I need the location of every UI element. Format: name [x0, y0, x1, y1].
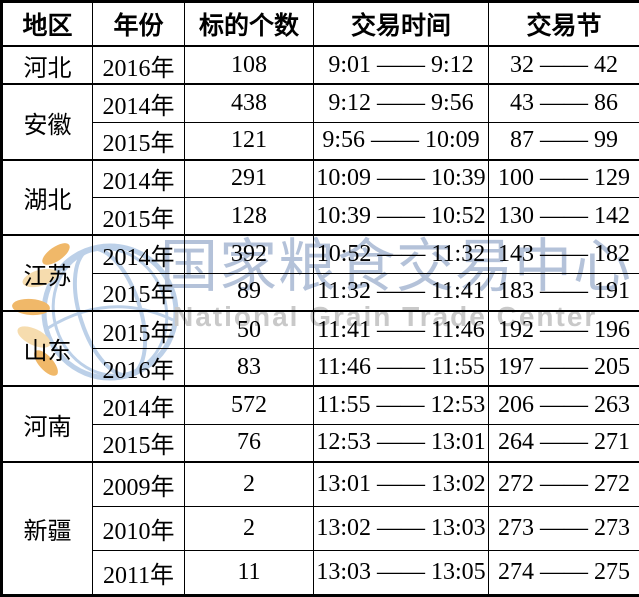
table-row: 2015年 76 12:53 —— 13:01 264 —— 271 [2, 423, 639, 463]
time-cell: 11:46 —— 11:55 [313, 348, 489, 387]
region-cell: 河南 [1, 385, 93, 463]
session-cell: 192 —— 196 [488, 309, 639, 350]
count-cell: 83 [184, 348, 314, 387]
table-row: 新疆 2009年 2 13:01 —— 13:02 272 —— 272 [1, 460, 639, 596]
header-lot-count: 标的个数 [184, 1, 314, 47]
count-cell: 89 [184, 272, 314, 312]
header-trade-time: 交易时间 [313, 1, 489, 47]
session-cell: 206 —— 263 [488, 385, 639, 425]
year-cell: 2015年 [92, 197, 185, 236]
count-cell: 50 [184, 309, 314, 350]
region-cell: 山东 [1, 309, 93, 387]
count-cell: 128 [184, 197, 314, 236]
table-row: 2011年 11 13:03 —— 13:05 274 —— 275 [2, 550, 639, 596]
time-cell: 11:32 —— 11:41 [313, 272, 489, 312]
count-cell: 438 [184, 83, 314, 123]
table-row: 山东 2015年 50 11:41 —— 11:46 192 —— 196 [1, 309, 639, 387]
header-year: 年份 [92, 1, 185, 47]
year-cell: 2016年 [92, 348, 185, 387]
session-cell: 130 —— 142 [488, 197, 639, 236]
header-region: 地区 [1, 1, 93, 47]
time-cell: 10:09 —— 10:39 [313, 158, 489, 199]
year-cell: 2011年 [92, 550, 185, 596]
region-cell: 安徽 [1, 83, 93, 161]
session-cell: 264 —— 271 [488, 423, 639, 463]
table-row: 河南 2014年 572 11:55 —— 12:53 206 —— 263 [1, 385, 639, 463]
time-cell: 13:02 —— 13:03 [313, 505, 489, 552]
year-cell: 2015年 [92, 423, 185, 463]
table-row: 2015年 128 10:39 —— 10:52 130 —— 142 [2, 197, 639, 236]
time-cell: 13:01 —— 13:02 [313, 460, 489, 507]
session-cell: 87 —— 99 [488, 121, 639, 161]
year-cell: 2014年 [92, 234, 185, 274]
region-cell: 湖北 [1, 158, 93, 236]
count-cell: 108 [184, 44, 314, 85]
table-row: 2016年 83 11:46 —— 11:55 197 —— 205 [2, 348, 639, 387]
time-cell: 9:12 —— 9:56 [313, 83, 489, 123]
session-cell: 273 —— 273 [488, 505, 639, 552]
count-cell: 121 [184, 121, 314, 161]
year-cell: 2015年 [92, 272, 185, 312]
header-trade-session: 交易节 [488, 1, 639, 47]
time-cell: 13:03 —— 13:05 [313, 550, 489, 596]
count-cell: 2 [184, 505, 314, 552]
table-row: 安徽 2014年 438 9:12 —— 9:56 43 —— 86 [1, 83, 639, 161]
time-cell: 9:01 —— 9:12 [313, 44, 489, 85]
session-cell: 274 —— 275 [488, 550, 639, 596]
time-cell: 10:52 —— 11:32 [313, 234, 489, 274]
year-cell: 2009年 [92, 460, 185, 507]
session-cell: 272 —— 272 [488, 460, 639, 507]
year-cell: 2014年 [92, 83, 185, 123]
time-cell: 9:56 —— 10:09 [313, 121, 489, 161]
count-cell: 11 [184, 550, 314, 596]
session-cell: 43 —— 86 [488, 83, 639, 123]
header-row: 地区 年份 标的个数 交易时间 交易节 [1, 1, 639, 47]
time-cell: 11:55 —— 12:53 [313, 385, 489, 425]
year-cell: 2015年 [92, 121, 185, 161]
table-row: 2015年 89 11:32 —— 11:41 183 —— 191 [2, 272, 639, 312]
count-cell: 572 [184, 385, 314, 425]
year-cell: 2014年 [92, 385, 185, 425]
count-cell: 291 [184, 158, 314, 199]
time-cell: 12:53 —— 13:01 [313, 423, 489, 463]
session-cell: 32 —— 42 [488, 44, 639, 85]
region-cell: 河北 [1, 44, 93, 85]
table-row: 2010年 2 13:02 —— 13:03 273 —— 273 [2, 505, 639, 552]
session-cell: 143 —— 182 [488, 234, 639, 274]
year-cell: 2014年 [92, 158, 185, 199]
count-cell: 392 [184, 234, 314, 274]
session-cell: 100 —— 129 [488, 158, 639, 199]
session-cell: 197 —— 205 [488, 348, 639, 387]
time-cell: 11:41 —— 11:46 [313, 309, 489, 350]
table-row: 河北 2016年 108 9:01 —— 9:12 32 —— 42 [1, 44, 639, 85]
year-cell: 2015年 [92, 309, 185, 350]
table-row: 江苏 2014年 392 10:52 —— 11:32 143 —— 182 [1, 234, 639, 312]
table-row: 湖北 2014年 291 10:09 —— 10:39 100 —— 129 [1, 158, 639, 236]
time-cell: 10:39 —— 10:52 [313, 197, 489, 236]
count-cell: 2 [184, 460, 314, 507]
count-cell: 76 [184, 423, 314, 463]
table-row: 2015年 121 9:56 —— 10:09 87 —— 99 [2, 121, 639, 161]
session-cell: 183 —— 191 [488, 272, 639, 312]
year-cell: 2010年 [92, 505, 185, 552]
region-cell: 新疆 [1, 460, 93, 596]
region-cell: 江苏 [1, 234, 93, 312]
year-cell: 2016年 [92, 44, 185, 85]
